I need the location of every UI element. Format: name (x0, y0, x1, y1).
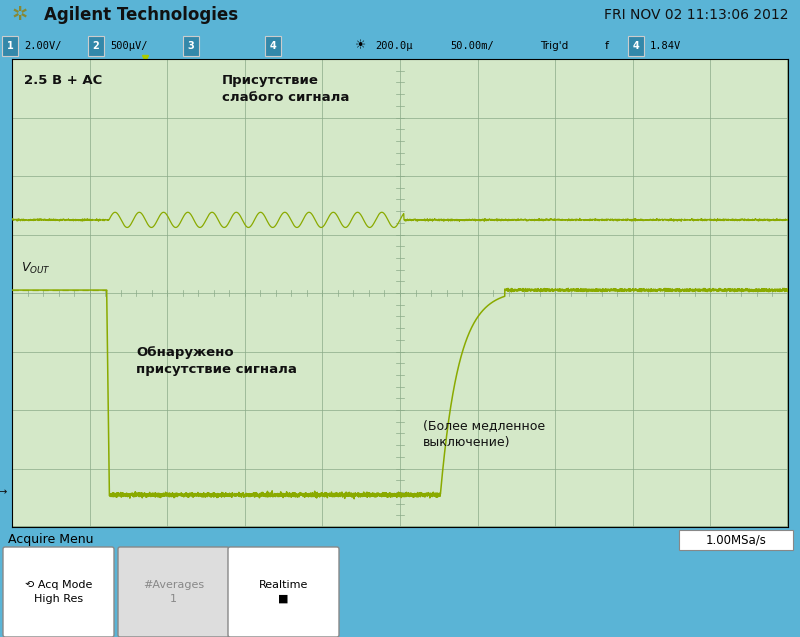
Text: Trig'd: Trig'd (540, 41, 568, 51)
Bar (628, 36, 644, 56)
Text: $V_{OUT}$: $V_{OUT}$ (22, 261, 51, 276)
Text: Agilent Technologies: Agilent Technologies (44, 6, 238, 24)
Text: 4: 4 (633, 41, 639, 51)
Text: 50.00m/: 50.00m/ (450, 41, 494, 51)
Text: Acquire Menu: Acquire Menu (8, 533, 94, 546)
Text: Обнаружено
присутствие сигнала: Обнаружено присутствие сигнала (136, 346, 297, 376)
FancyBboxPatch shape (3, 547, 114, 637)
Bar (265, 36, 281, 56)
Text: FRI NOV 02 11:13:06 2012: FRI NOV 02 11:13:06 2012 (603, 8, 788, 22)
Text: ✲: ✲ (12, 5, 28, 24)
Text: 500μV/: 500μV/ (110, 41, 147, 51)
Text: 3: 3 (188, 41, 194, 51)
Bar (183, 36, 199, 56)
Text: 1.00MSa/s: 1.00MSa/s (706, 534, 766, 547)
Text: 2.00V/: 2.00V/ (24, 41, 62, 51)
Bar (88, 36, 104, 56)
Text: (Более медленное
выключение): (Более медленное выключение) (423, 419, 546, 449)
FancyBboxPatch shape (118, 547, 229, 637)
Text: ☀: ☀ (355, 39, 366, 52)
Text: f: f (605, 41, 609, 51)
Text: 1: 1 (6, 41, 14, 51)
Text: 200.0μ: 200.0μ (375, 41, 413, 51)
Text: 2.5 В + AC: 2.5 В + AC (24, 74, 102, 87)
Text: #Averages
1: #Averages 1 (143, 580, 204, 604)
Text: 1.84V: 1.84V (650, 41, 682, 51)
Text: Присутствие
слабого сигнала: Присутствие слабого сигнала (222, 74, 349, 104)
FancyBboxPatch shape (679, 530, 793, 550)
Text: Realtime
■: Realtime ■ (259, 580, 308, 604)
FancyBboxPatch shape (228, 547, 339, 637)
Bar (2, 36, 18, 56)
Text: 2→: 2→ (0, 487, 8, 497)
Text: ⟲ Acq Mode
High Res: ⟲ Acq Mode High Res (25, 580, 92, 604)
Text: 4: 4 (270, 41, 276, 51)
Text: 2: 2 (93, 41, 99, 51)
